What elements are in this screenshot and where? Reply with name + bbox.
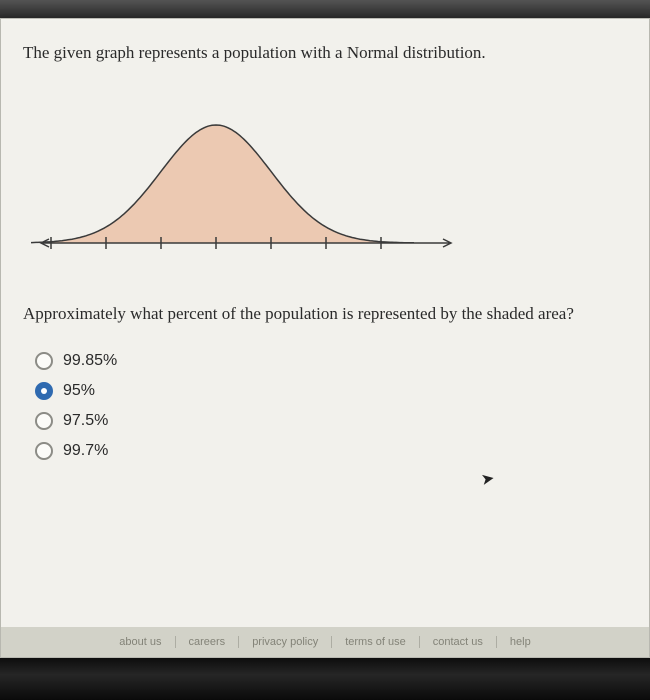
radio-button[interactable] — [35, 382, 53, 400]
desk-surface — [0, 658, 650, 700]
mouse-cursor-icon: ➤ — [479, 468, 496, 490]
footer-link[interactable]: careers — [176, 636, 240, 648]
question-card: The given graph represents a population … — [0, 18, 650, 658]
radio-button[interactable] — [35, 352, 53, 370]
radio-inner-dot — [41, 388, 47, 394]
shaded-area — [51, 125, 381, 243]
option-label: 99.85% — [63, 352, 117, 370]
footer-link[interactable]: help — [497, 636, 544, 648]
chart-svg — [31, 93, 461, 263]
answer-option[interactable]: 97.5% — [35, 412, 627, 430]
normal-distribution-chart — [31, 93, 461, 268]
answer-option[interactable]: 95% — [35, 382, 627, 400]
answer-options: 99.85% 95% 97.5% 99.7% — [23, 352, 627, 460]
footer-nav: about uscareersprivacy policyterms of us… — [1, 627, 649, 657]
option-label: 99.7% — [63, 442, 108, 460]
prompt-text: The given graph represents a population … — [23, 41, 627, 65]
radio-button[interactable] — [35, 412, 53, 430]
option-label: 95% — [63, 382, 95, 400]
footer-link[interactable]: contact us — [420, 636, 497, 648]
answer-option[interactable]: 99.85% — [35, 352, 627, 370]
radio-button[interactable] — [35, 442, 53, 460]
footer-link[interactable]: privacy policy — [239, 636, 332, 648]
footer-link[interactable]: terms of use — [332, 636, 420, 648]
footer-link[interactable]: about us — [106, 636, 175, 648]
question-text: Approximately what percent of the popula… — [23, 302, 627, 326]
option-label: 97.5% — [63, 412, 108, 430]
answer-option[interactable]: 99.7% — [35, 442, 627, 460]
